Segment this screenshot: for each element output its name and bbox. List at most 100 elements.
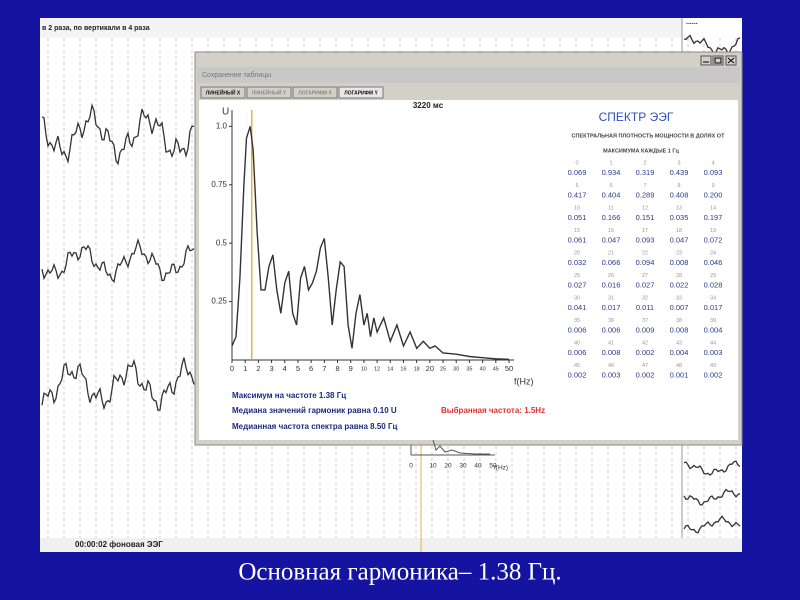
tab-label: ЛОГАРИФМ X	[298, 90, 332, 96]
harmonic-value: 0.404	[602, 190, 621, 199]
harmonic-index: 24	[710, 250, 716, 256]
x-tick-label: 2	[256, 364, 260, 373]
tab[interactable]	[292, 86, 338, 99]
harmonic-value: 0.007	[670, 303, 689, 312]
eeg-trace	[41, 102, 195, 166]
x-tick-label: 7	[322, 364, 326, 373]
x-tick-label: 35	[466, 366, 472, 372]
eeg-window-title: в 2 раза, по вертикали в 4 раза	[42, 25, 150, 32]
minimize-button[interactable]	[700, 55, 712, 66]
mini-axis: 0 10 20 30 40 50f(Hz)	[409, 439, 508, 472]
tab[interactable]	[200, 86, 246, 99]
eeg-window-header	[40, 18, 682, 38]
y-tick-label: 1.0	[216, 121, 228, 130]
harmonic-value: 0.041	[568, 303, 587, 312]
harmonic-index: 2	[643, 160, 646, 166]
harmonic-value: 0.002	[704, 370, 723, 379]
eeg-traces	[41, 18, 741, 550]
eeg-trace	[683, 460, 741, 476]
x-tick-label: 14	[387, 366, 393, 372]
harmonic-value: 0.017	[602, 303, 621, 312]
harmonic-value: 0.008	[670, 325, 689, 334]
info-median-freq: Медианная частота спектра равна 8.50 Гц	[232, 422, 397, 431]
dialog-title: Сохранение таблицы	[202, 71, 271, 79]
harmonic-index: 30	[574, 295, 580, 301]
dialog-top	[197, 54, 740, 66]
harmonic-index: 18	[676, 228, 682, 234]
harmonic-index: 41	[608, 340, 614, 346]
mini-tick-label: 20	[444, 463, 452, 470]
x-tick-label: 20	[426, 364, 434, 373]
mini-tick-label: 30	[459, 463, 467, 470]
y-tick-label: 0.5	[216, 238, 228, 247]
harmonic-index: 38	[676, 318, 682, 324]
harmonic-index: 16	[608, 228, 614, 234]
harmonic-value: 0.008	[602, 348, 621, 357]
harmonic-index: 22	[642, 250, 648, 256]
harmonic-value: 0.002	[636, 348, 655, 357]
harmonic-value: 0.022	[670, 280, 689, 289]
maximize-button[interactable]	[712, 55, 724, 66]
harmonic-index: 9	[711, 183, 714, 189]
x-tick-label: 9	[349, 364, 353, 373]
y-axis-label: U	[222, 107, 229, 118]
harmonic-value: 0.093	[636, 235, 655, 244]
harmonic-value: 0.046	[704, 258, 723, 267]
y-tick-label: 0.75	[211, 180, 227, 189]
harmonic-index: 34	[710, 295, 716, 301]
harmonic-index: 28	[676, 273, 682, 279]
harmonic-value: 0.061	[568, 235, 587, 244]
harmonic-value: 0.319	[636, 168, 655, 177]
tab[interactable]	[246, 86, 292, 99]
harmonic-value: 0.166	[602, 213, 621, 222]
mini-curve	[432, 439, 490, 455]
x-tick-label: 40	[480, 366, 486, 372]
window-buttons	[700, 55, 737, 66]
harmonic-index: 37	[642, 318, 648, 324]
harmonic-value: 0.008	[670, 258, 689, 267]
corner-text: ......	[686, 19, 698, 26]
harmonic-value: 0.035	[670, 213, 689, 222]
harmonic-value: 0.197	[704, 213, 723, 222]
mini-tick-label: 10	[429, 463, 437, 470]
spectrum-line	[231, 126, 510, 360]
harmonic-value: 0.069	[568, 168, 587, 177]
harmonic-index: 19	[710, 228, 716, 234]
harmonic-value: 0.047	[602, 235, 621, 244]
harmonic-value: 0.003	[602, 370, 621, 379]
harmonic-value: 0.093	[704, 168, 723, 177]
harmonic-index: 29	[710, 273, 716, 279]
harmonic-index: 21	[608, 250, 614, 256]
harmonic-value: 0.002	[568, 370, 587, 379]
x-tick-label: 25	[440, 366, 446, 372]
status-text: 00:00:02 фоновая ЭЭГ	[75, 540, 163, 549]
tab-label: ЛИНЕЙНЫЙ X	[206, 88, 241, 96]
x-tick-label: 12	[374, 366, 380, 372]
x-tick-label: 10	[361, 366, 367, 372]
harmonic-index: 12	[642, 205, 648, 211]
harmonic-value: 0.032	[568, 258, 587, 267]
harmonic-index: 3	[677, 160, 680, 166]
eeg-trace	[41, 237, 195, 284]
mini-axis-label: f(Hz)	[494, 465, 508, 472]
harmonic-value: 0.289	[636, 190, 655, 199]
x-tick-label: 5	[296, 364, 300, 373]
harmonic-value: 0.408	[670, 190, 689, 199]
x-tick-label: 6	[309, 364, 313, 373]
mini-tick-label: 0	[409, 463, 413, 470]
harmonic-value: 0.151	[636, 213, 655, 222]
harmonic-index: 40	[574, 340, 580, 346]
x-tick-label: 4	[283, 364, 287, 373]
tab[interactable]	[338, 86, 384, 99]
harmonic-index: 43	[676, 340, 682, 346]
harmonic-value: 0.439	[670, 168, 689, 177]
harmonic-value: 0.066	[602, 258, 621, 267]
harmonic-value: 0.072	[704, 235, 723, 244]
x-tick-label: 1	[243, 364, 247, 373]
table-title: СПЕКТР ЭЭГ	[599, 110, 674, 124]
harmonic-index: 8	[677, 183, 680, 189]
harmonic-index: 20	[574, 250, 580, 256]
harmonic-index: 25	[574, 273, 580, 279]
harmonic-index: 45	[574, 363, 580, 369]
